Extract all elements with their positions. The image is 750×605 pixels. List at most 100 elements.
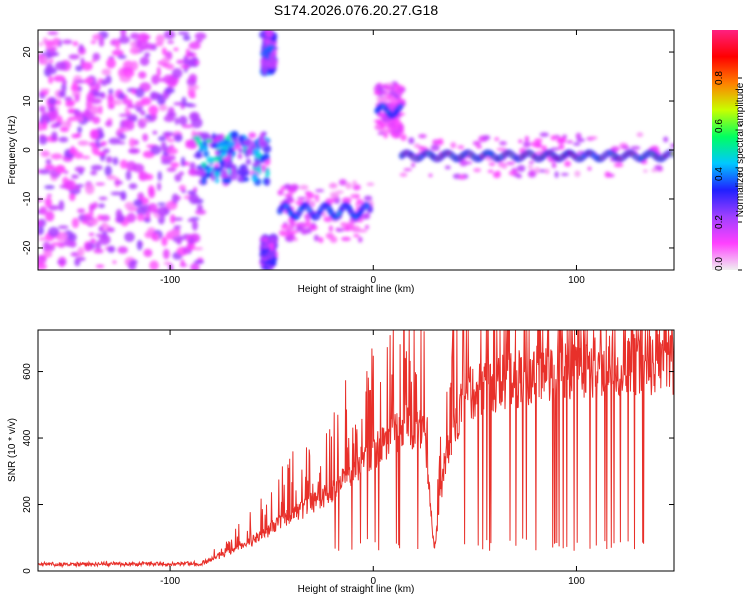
spectrogram-cell	[203, 150, 210, 158]
spectrogram-cell	[544, 168, 550, 175]
x-tick-label: -100	[160, 275, 180, 286]
spectrogram-cell	[59, 126, 70, 133]
spectrogram-cell	[138, 171, 144, 181]
spectrogram-cell	[106, 227, 115, 233]
spectrogram-cell	[98, 226, 104, 232]
spectrogram-cell	[411, 162, 416, 168]
spectrogram-cell	[47, 97, 57, 106]
spectrogram-cell	[572, 142, 581, 146]
y-tick-label: 10	[22, 95, 33, 107]
spectrogram-cell	[264, 46, 275, 53]
spectrogram-cell	[428, 173, 433, 178]
spectrogram-cell	[188, 41, 201, 50]
spectrogram-cell	[63, 170, 69, 174]
spectrogram-cell	[187, 84, 200, 91]
spectrogram-cell	[38, 135, 48, 145]
spectrogram-cell	[418, 146, 428, 151]
spectrogram-cell	[48, 59, 54, 63]
spectrogram-cell	[174, 173, 182, 182]
spectrogram-cell	[138, 71, 147, 79]
spectrogram-cell	[385, 82, 394, 87]
spectrogram-cell	[74, 94, 80, 103]
spectrogram-cell	[157, 206, 168, 217]
spectrogram-cell	[551, 162, 557, 169]
spectrogram-cell	[155, 232, 160, 242]
spectrogram-cell	[385, 128, 391, 134]
spectrogram-cell	[191, 220, 198, 231]
spectrogram-cell	[313, 234, 319, 242]
spectrogram-cell	[151, 74, 160, 85]
spectrogram-cell	[115, 40, 121, 50]
spectrogram-cell	[336, 228, 345, 232]
spectrogram-cell	[129, 32, 140, 40]
spectrogram-cell	[329, 191, 340, 199]
spectrogram-cell	[305, 192, 315, 199]
spectrogram-cell	[643, 169, 648, 173]
spectrogram-cell	[98, 203, 106, 209]
colorbar-tick-label: 0.0	[714, 257, 725, 271]
spectrogram-cell	[195, 150, 202, 159]
spectrogram-cell	[42, 250, 53, 258]
spectrogram-cell	[149, 91, 158, 101]
spectrogram-cell	[125, 170, 132, 181]
spectrogram-cell	[554, 134, 561, 138]
spectrogram-cell	[55, 99, 62, 106]
spectrogram-cell	[100, 141, 108, 146]
spectrogram-cell	[180, 156, 186, 167]
spectrogram-cell	[90, 205, 97, 210]
spectrogram-cell	[211, 133, 216, 140]
spectrogram-cell	[240, 163, 247, 169]
spectrogram-cell	[260, 63, 270, 70]
spectrogram-cell	[136, 39, 149, 50]
spectrogram-cell	[167, 40, 175, 44]
spectrogram-cell	[98, 37, 105, 47]
spectrogram-cell	[132, 163, 145, 173]
spectrogram-cell	[350, 193, 360, 199]
spectrogram-cell	[61, 83, 67, 93]
spectrogram-cell	[149, 260, 159, 270]
spectrogram-cell	[140, 97, 152, 106]
spectrogram-cell	[388, 95, 396, 102]
spectrogram-cell	[90, 40, 97, 44]
spectrogram-cell	[90, 170, 98, 176]
spectrogram-cell	[83, 108, 91, 119]
spectrogram-cell	[398, 104, 403, 109]
spectrogram-cell	[315, 188, 325, 193]
spectrogram-cell	[48, 205, 60, 211]
spectrogram-cell	[482, 134, 491, 141]
spectrogram-cell	[539, 132, 549, 137]
spectrogram-cell	[120, 190, 127, 201]
spectrogram-cell	[305, 219, 311, 226]
spectrogram-cell	[118, 92, 125, 100]
spectrogram-cell	[101, 222, 108, 226]
spectrogram-cell	[58, 136, 69, 143]
spectrogram-cell	[198, 141, 204, 150]
spectrogram-cell	[44, 185, 55, 190]
spectrogram-cell	[160, 158, 172, 165]
spectrogram-cell	[68, 116, 80, 122]
spectrogram-cell	[195, 61, 200, 65]
spectrogram-cell	[193, 260, 205, 264]
y-tick-label: 600	[22, 363, 33, 380]
spectrogram-cell	[187, 218, 194, 223]
spectrogram-cell	[77, 246, 85, 257]
spectrogram-cell	[328, 182, 338, 189]
spectrogram-cell	[38, 226, 44, 235]
spectrogram-cell	[257, 165, 262, 175]
spectrogram-cell	[90, 105, 100, 115]
spectrogram-cell	[189, 93, 196, 99]
spectrogram-cell	[53, 52, 60, 57]
spectrogram-cell	[106, 174, 117, 181]
spectrogram-cell	[368, 207, 373, 212]
spectrogram-cell	[44, 197, 52, 208]
spectrogram-cell	[188, 190, 197, 196]
spectrogram-cell	[501, 163, 508, 169]
spectrogram-cell	[94, 82, 101, 91]
spectrogram-cell	[78, 44, 84, 52]
spectrogram-cell	[171, 68, 183, 79]
spectrogram-cell	[173, 101, 184, 106]
spectrogram-cell	[156, 182, 162, 191]
spectrogram-cell	[92, 116, 101, 124]
spectrogram-cell	[636, 132, 644, 138]
